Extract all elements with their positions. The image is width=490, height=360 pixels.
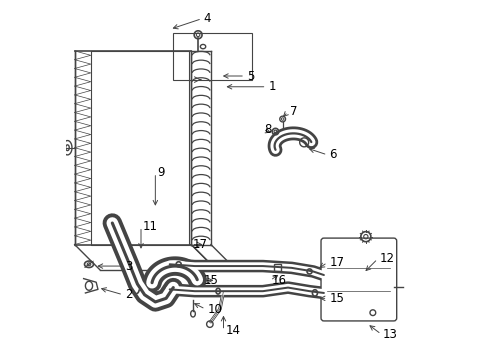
Text: 2: 2 (125, 288, 132, 301)
Text: 4: 4 (204, 12, 211, 25)
Bar (173, 33, 252, 80)
Text: 10: 10 (207, 303, 222, 316)
Text: 7: 7 (290, 105, 297, 118)
Bar (274, 264, 281, 271)
Bar (91, 51, 190, 244)
Text: 9: 9 (157, 166, 165, 179)
FancyBboxPatch shape (321, 238, 397, 321)
Text: 17: 17 (193, 238, 208, 251)
Text: 6: 6 (329, 148, 337, 161)
Text: 16: 16 (272, 274, 287, 287)
Text: 11: 11 (143, 220, 158, 233)
Text: 8: 8 (265, 123, 272, 136)
Text: 1: 1 (269, 80, 276, 93)
Text: 13: 13 (383, 328, 398, 341)
Text: 17: 17 (329, 256, 344, 269)
Text: 5: 5 (247, 69, 254, 82)
Text: 14: 14 (225, 324, 240, 337)
Text: 15: 15 (329, 292, 344, 305)
Text: 12: 12 (379, 252, 394, 265)
Text: 15: 15 (204, 274, 219, 287)
Text: 3: 3 (125, 260, 132, 273)
